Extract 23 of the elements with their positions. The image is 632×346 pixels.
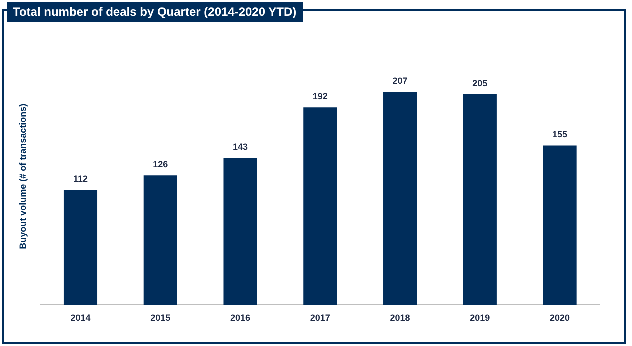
x-tick-label: 2015: [150, 313, 171, 324]
x-tick-label: 2016: [230, 313, 251, 324]
bar: [384, 92, 418, 306]
bar: [304, 108, 338, 306]
x-tick-label: 2014: [70, 313, 91, 324]
bar: [64, 190, 98, 306]
data-label: 205: [472, 78, 488, 88]
data-label: 126: [153, 160, 168, 170]
data-label: 143: [233, 142, 248, 152]
bar: [144, 176, 178, 306]
chart-title: Total number of deals by Quarter (2014-2020 YTD): [7, 2, 303, 22]
x-tick-label: 2017: [310, 313, 330, 324]
data-label: 112: [73, 174, 88, 184]
bar: [463, 94, 497, 306]
x-tick-label: 2020: [550, 313, 570, 324]
data-label: 207: [392, 76, 408, 86]
data-label: 155: [552, 130, 568, 140]
y-axis-title: Buyout volume (# of transactions): [18, 104, 28, 250]
data-label: 192: [312, 92, 328, 102]
x-tick-label: 2018: [390, 313, 410, 324]
x-tick-label: 2019: [470, 313, 490, 324]
bar: [543, 146, 577, 306]
bar: [224, 158, 258, 306]
